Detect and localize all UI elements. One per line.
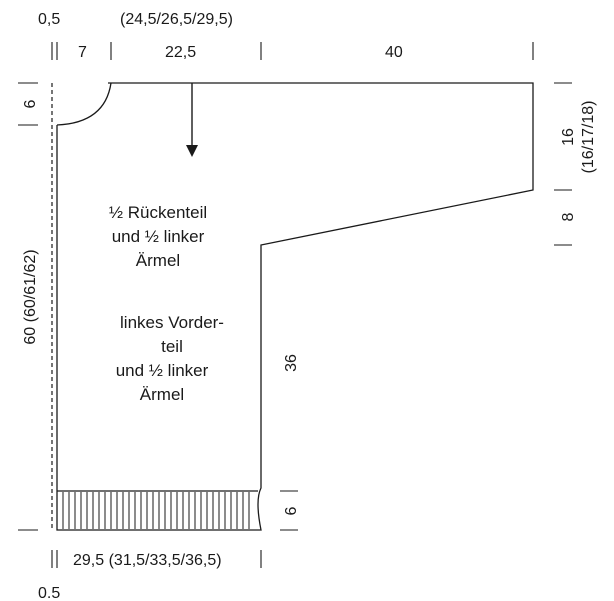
neckline-curve xyxy=(56,82,112,126)
label-back-line1: ½ Rückenteil xyxy=(109,203,207,222)
dim-top-seam-allowance: 0,5 xyxy=(38,11,60,28)
left-dimension-ticks xyxy=(18,82,38,531)
dim-left-total-length: 60 (60/61/62) xyxy=(22,249,39,344)
label-front-line1: linkes Vorder- xyxy=(120,313,224,332)
bottom-dimension-ticks xyxy=(51,550,262,568)
garment-outline xyxy=(56,82,534,531)
side-dimension-ticks xyxy=(280,490,298,531)
dim-left-neck-depth: 6 xyxy=(22,99,39,108)
label-front-line3: und ½ linker xyxy=(116,361,209,380)
knitting-direction-arrow xyxy=(186,83,198,157)
dim-top-sizes: (24,5/26,5/29,5) xyxy=(120,11,233,28)
dim-top-sleeve-length: 40 xyxy=(385,44,403,61)
ribbing-stripes xyxy=(62,492,250,529)
label-front-line4: Ärmel xyxy=(140,385,184,404)
dim-right-cuff-width-sizes: (16/17/18) xyxy=(580,101,597,174)
dim-bottom-seam-allowance: 0.5 xyxy=(38,585,60,601)
label-back-line3: Ärmel xyxy=(136,251,180,270)
dim-top-shoulder-width: 22,5 xyxy=(165,44,196,61)
dim-body-side-length: 36 xyxy=(283,354,300,372)
top-dimension-ticks xyxy=(51,42,534,60)
right-dimension-ticks xyxy=(554,82,572,246)
dim-right-sleeve-slope: 8 xyxy=(560,212,577,221)
dim-bottom-width: 29,5 (31,5/33,5/36,5) xyxy=(73,552,222,569)
dim-ribbing-height: 6 xyxy=(283,506,300,515)
dim-right-cuff-width: 16 xyxy=(560,128,577,146)
dim-top-neck-width: 7 xyxy=(78,44,87,61)
label-back-line2: und ½ linker xyxy=(112,227,205,246)
label-front-line2: teil xyxy=(161,337,183,356)
